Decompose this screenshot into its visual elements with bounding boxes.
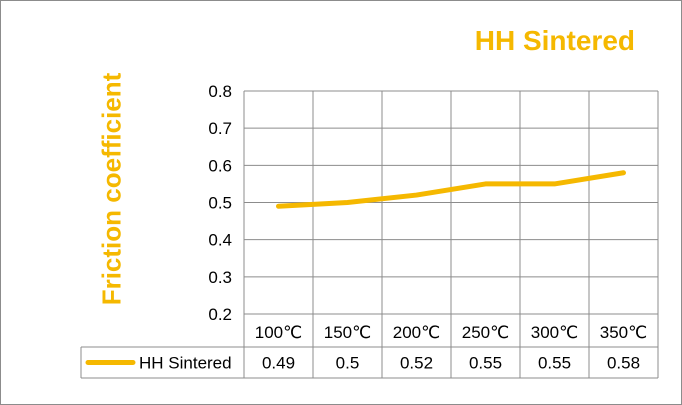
category-label: 350℃ bbox=[600, 323, 647, 342]
data-label: 0.55 bbox=[538, 354, 571, 373]
data-label: 0.52 bbox=[400, 354, 433, 373]
chart-title: HH Sintered bbox=[474, 25, 635, 56]
grid-lines bbox=[243, 90, 659, 378]
category-label: 100℃ bbox=[255, 323, 302, 342]
legend: HH Sintered bbox=[85, 354, 232, 373]
y-tick-label: 0.4 bbox=[208, 231, 232, 250]
data-table bbox=[80, 346, 658, 379]
y-tick-label: 0.3 bbox=[208, 268, 232, 287]
y-tick-label: 0.2 bbox=[208, 305, 232, 324]
category-label: 250℃ bbox=[462, 323, 509, 342]
y-tick-label: 0.5 bbox=[208, 194, 232, 213]
y-tick-label: 0.8 bbox=[208, 82, 232, 101]
data-label: 0.49 bbox=[262, 354, 295, 373]
y-tick-label: 0.7 bbox=[208, 119, 232, 138]
data-label: 0.5 bbox=[336, 354, 360, 373]
data-table-values: 0.49 0.5 0.52 0.55 0.55 0.58 bbox=[262, 354, 640, 373]
category-labels: 100℃ 150℃ 200℃ 250℃ 300℃ 350℃ bbox=[255, 323, 647, 342]
category-label: 200℃ bbox=[393, 323, 440, 342]
data-label: 0.58 bbox=[607, 354, 640, 373]
category-label: 150℃ bbox=[324, 323, 371, 342]
legend-label: HH Sintered bbox=[139, 354, 232, 373]
series-line bbox=[276, 170, 626, 209]
y-tick-labels: 0.2 0.3 0.4 0.5 0.6 0.7 0.8 bbox=[208, 82, 232, 324]
data-label: 0.55 bbox=[469, 354, 502, 373]
category-label: 300℃ bbox=[531, 323, 578, 342]
y-tick-label: 0.6 bbox=[208, 156, 232, 175]
series-lines bbox=[276, 170, 626, 209]
